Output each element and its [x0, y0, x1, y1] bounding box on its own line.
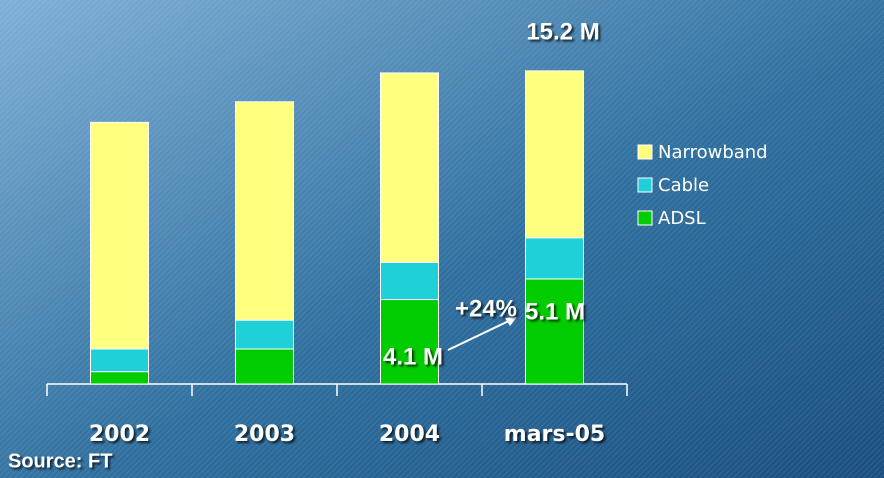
bar-segment [235, 319, 294, 350]
bar-segment [380, 299, 439, 385]
arrow [447, 318, 514, 351]
arrow-head [505, 317, 517, 326]
legend-swatch [637, 210, 653, 226]
bar-segment [380, 72, 439, 263]
bar-segment [525, 70, 584, 239]
x-tick-label: 2003 [234, 422, 295, 447]
legend-swatch [637, 144, 653, 160]
legend-label: Cable [658, 175, 709, 196]
bar-segment [235, 101, 294, 321]
bar-segment [90, 371, 149, 385]
bar-segment [90, 348, 149, 373]
legend-swatch [637, 177, 653, 193]
x-tick-label: 2004 [379, 422, 440, 447]
bar-segment [90, 121, 149, 350]
legend-label: Narrowband [658, 142, 768, 163]
growth-annotation: +24% [455, 295, 517, 322]
legend-label: ADSL [658, 208, 706, 229]
bar-segment [525, 237, 584, 280]
bar-segment [380, 261, 439, 301]
bar-segment [525, 278, 584, 385]
total-annotation: 15.2 M [526, 18, 599, 45]
data-label: 5.1 M [525, 298, 585, 325]
x-tick-label: 2002 [89, 422, 150, 447]
x-tick-label: mars-05 [504, 422, 605, 447]
source: Source: FT [8, 450, 112, 472]
data-label: 4.1 M [383, 343, 443, 370]
bar-segment [235, 348, 294, 385]
